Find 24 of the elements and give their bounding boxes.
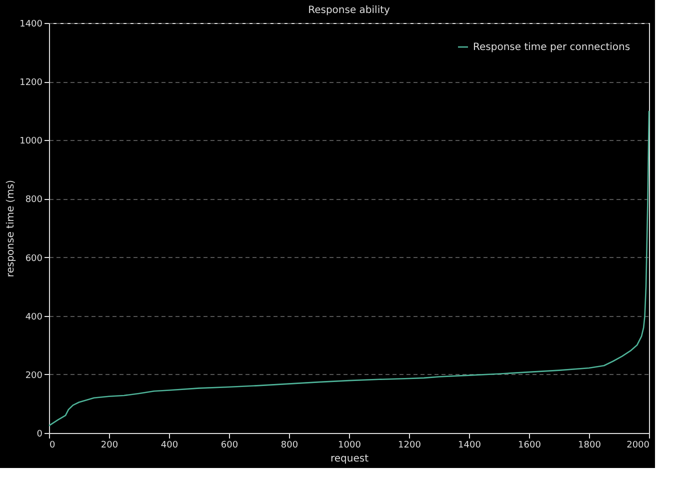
y-tick-label: 1200 [20, 78, 43, 88]
x-tick-label: 400 [160, 440, 178, 450]
x-tick-label: 200 [100, 440, 118, 450]
x-axis-title: request [330, 454, 369, 464]
y-tick-label: 400 [25, 312, 43, 322]
legend-label: Response time per connections [473, 42, 630, 53]
x-tick-label: 0 [50, 440, 56, 450]
line-series [48, 110, 650, 426]
x-tick-label: 2000 [626, 440, 650, 450]
y-tick-label: 1400 [20, 20, 43, 30]
x-tick-label: 1000 [338, 440, 362, 450]
x-tick-label: 1800 [578, 440, 602, 450]
chart-title: Response ability [308, 5, 390, 16]
y-tick-label: 800 [25, 195, 43, 206]
x-tick-label: 1600 [518, 440, 542, 450]
x-tick-label: 600 [220, 440, 238, 450]
y-tick-label: 1000 [20, 136, 43, 147]
x-tick-label: 1400 [458, 440, 482, 450]
y-tick-label: 600 [25, 254, 43, 264]
x-tick-label: 1200 [398, 440, 422, 450]
y-tick-label: 0 [36, 430, 43, 440]
y-axis-title: response time (ms) [6, 180, 17, 278]
x-tick-label: 800 [280, 440, 298, 450]
y-tick-label: 200 [25, 370, 43, 381]
